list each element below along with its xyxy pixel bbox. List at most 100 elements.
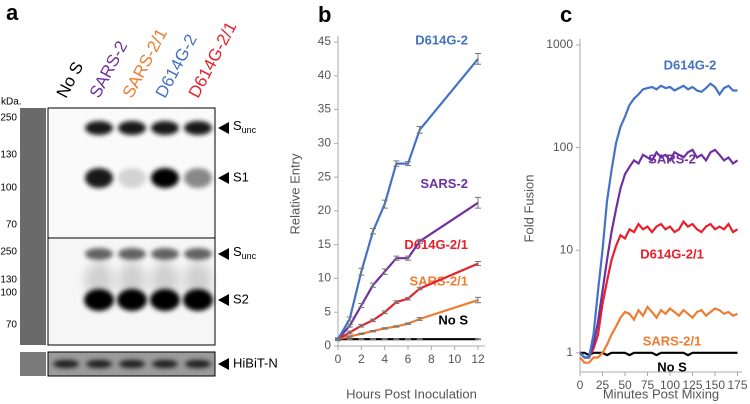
error-bar — [381, 327, 388, 330]
kda-marker: 130 — [0, 275, 17, 286]
arrow — [218, 248, 229, 260]
arrow — [218, 294, 229, 306]
band-sub: unc — [242, 251, 257, 261]
blot-band — [85, 248, 113, 260]
blot-band — [85, 262, 113, 298]
arrow — [218, 358, 229, 370]
blot-band — [151, 168, 179, 188]
error-bar — [475, 296, 481, 304]
y-tick-label: 1 — [566, 345, 573, 359]
x-axis-title: Hours Post Inoculation — [346, 386, 477, 401]
blot-band — [184, 168, 212, 188]
series-label: D614G-2 — [664, 57, 717, 72]
blot-band — [151, 121, 179, 135]
band-label: Sunc — [233, 244, 257, 261]
blot-band — [184, 121, 212, 135]
band-label: HiBiT-N — [233, 355, 278, 370]
x-tick-label: 6 — [405, 352, 412, 366]
error-bar — [475, 338, 481, 341]
x-tick-label: 125 — [682, 378, 702, 392]
ladder-lane — [20, 108, 46, 345]
series-label: D614G-2 — [415, 32, 468, 47]
error-bar — [358, 267, 365, 276]
error-bar — [416, 125, 423, 134]
error-bar — [370, 227, 376, 235]
error-bar — [358, 332, 365, 336]
x-tick-label: 0 — [577, 378, 584, 392]
x-tick-label: 25 — [596, 378, 610, 392]
kda-marker: 250 — [0, 247, 17, 258]
y-tick-label: 25 — [318, 169, 332, 183]
error-bar — [475, 52, 481, 65]
y-tick-label: 35 — [318, 102, 332, 116]
band-main: S — [233, 118, 242, 133]
blot-band — [152, 360, 178, 368]
blot-band — [118, 248, 146, 260]
series-label: SARS-2/1 — [643, 333, 702, 348]
error-bar — [475, 196, 481, 209]
series-label: SARS-2 — [420, 176, 468, 191]
x-tick-label: 8 — [428, 352, 435, 366]
blot-band — [117, 289, 147, 311]
error-bar — [346, 335, 353, 338]
blot-band — [118, 168, 146, 188]
y-tick-label: 5 — [324, 304, 331, 318]
lane-label: No S — [53, 59, 88, 101]
x-tick-label: 12 — [471, 352, 485, 366]
x-tick-label: 4 — [381, 352, 388, 366]
y-axis-title: Relative Entry — [287, 153, 302, 234]
kda-marker: 100 — [0, 183, 17, 194]
blot-band — [119, 360, 145, 368]
bands — [53, 121, 213, 368]
error-bar — [346, 330, 353, 335]
error-bar — [405, 338, 411, 341]
error-bar — [381, 338, 388, 341]
blot-band — [85, 121, 113, 135]
panel-letter: a — [6, 0, 19, 25]
blot-band — [151, 248, 179, 260]
x-tick-label: 0 — [335, 352, 342, 366]
error-bar — [393, 325, 400, 328]
blot-band — [84, 289, 114, 311]
series-line — [579, 148, 739, 359]
error-bar — [416, 338, 423, 341]
lane-label: D614G-2/1 — [185, 19, 241, 101]
error-bar — [358, 323, 365, 328]
series-line — [579, 82, 738, 359]
error-bar — [358, 338, 365, 341]
error-bar — [393, 300, 400, 304]
x-tick-label: 10 — [448, 352, 462, 366]
x-tick-label: 150 — [705, 378, 725, 392]
error-bar — [416, 238, 423, 244]
x-tick-label: 75 — [641, 378, 655, 392]
blot-band — [118, 121, 146, 135]
error-bar — [381, 310, 388, 315]
kda-marker: 70 — [6, 220, 18, 231]
y-tick-label: 40 — [318, 68, 332, 82]
blot-band — [184, 248, 212, 260]
error-bar — [370, 338, 376, 341]
error-bar — [370, 318, 376, 323]
y-tick-label: 20 — [318, 203, 332, 217]
ladder-lane — [20, 352, 46, 376]
error-bar — [381, 268, 388, 275]
kda-marker: 100 — [0, 288, 17, 299]
y-tick-label: 1000 — [546, 37, 573, 51]
blot-band — [185, 360, 211, 368]
blot-band — [151, 262, 179, 298]
error-bar — [405, 161, 411, 167]
error-bar — [416, 317, 423, 321]
band-label: Sunc — [233, 118, 257, 135]
error-bar — [405, 255, 411, 261]
kda-unit: kDa. — [1, 97, 22, 108]
error-bar — [346, 338, 353, 341]
x-tick-label: 100 — [660, 378, 680, 392]
error-bar — [370, 282, 376, 288]
series-label: D614G-2/1 — [640, 246, 704, 261]
kda-marker: 70 — [6, 320, 18, 331]
kda-marker: 130 — [0, 150, 17, 161]
series-label: No S — [657, 359, 687, 374]
